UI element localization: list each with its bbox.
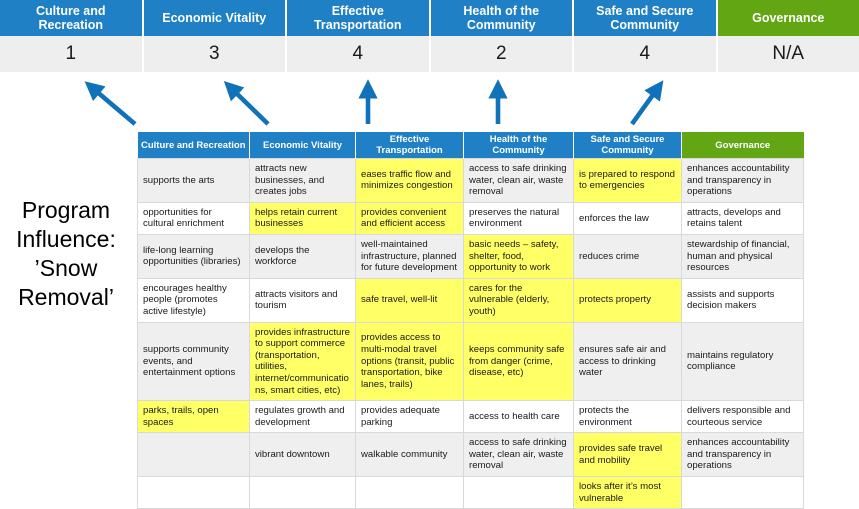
- matrix-cell: develops the workforce: [250, 234, 356, 278]
- matrix-cell: assists and supports decision makers: [682, 278, 804, 322]
- matrix-cell: provides safe travel and mobility: [574, 433, 682, 477]
- matrix-cell: stewardship of financial, human and phys…: [682, 234, 804, 278]
- arrow-up-left-2: [228, 85, 268, 124]
- matrix-header-governance[interactable]: Governance: [682, 132, 804, 159]
- matrix-cell: access to health care: [464, 401, 574, 433]
- matrix-cell: protects the environment: [574, 401, 682, 433]
- caption-line-4: Removal’: [2, 283, 130, 312]
- scorecard-header-label: Safe and Secure Community: [577, 4, 713, 32]
- matrix-cell: basic needs – safety, shelter, food, opp…: [464, 234, 574, 278]
- matrix-cell: reduces crime: [574, 234, 682, 278]
- arrow-group: [0, 72, 859, 134]
- matrix-cell: encourages healthy people (promotes acti…: [138, 278, 250, 322]
- matrix-cell: safe travel, well-lit: [356, 278, 464, 322]
- matrix-cell: parks, trails, open spaces: [138, 401, 250, 433]
- matrix-header-safe-and-secure-community[interactable]: Safe and Secure Community: [574, 132, 682, 159]
- matrix-header-economic-vitality[interactable]: Economic Vitality: [250, 132, 356, 159]
- scorecard-header-label: Health of the Community: [434, 4, 570, 32]
- table-row: looks after it’s most vulnerable: [138, 477, 804, 509]
- matrix-cell: access to safe drinking water, clean air…: [464, 159, 574, 203]
- scorecard-value-row: 1 3 4 2 4 N/A: [0, 36, 859, 72]
- matrix-cell: provides access to multi-modal travel op…: [356, 322, 464, 401]
- matrix-cell: [138, 477, 250, 509]
- matrix-cell: vibrant downtown: [250, 433, 356, 477]
- scorecard-value-safe-and-secure-community: 4: [574, 36, 718, 72]
- matrix-cell: access to safe drinking water, clean air…: [464, 433, 574, 477]
- matrix-header-culture-and-recreation[interactable]: Culture and Recreation: [138, 132, 250, 159]
- caption-line-1: Program: [2, 196, 130, 225]
- scorecard-header-label: Effective Transportation: [290, 4, 426, 32]
- matrix-cell: enforces the law: [574, 202, 682, 234]
- matrix-cell: opportunities for cultural enrichment: [138, 202, 250, 234]
- table-row: encourages healthy people (promotes acti…: [138, 278, 804, 322]
- scorecard-header-row: Culture and Recreation Economic Vitality…: [0, 0, 859, 36]
- matrix-cell: regulates growth and development: [250, 401, 356, 433]
- arrow-up-right-5: [632, 85, 660, 124]
- caption-line-3: ’Snow: [2, 254, 130, 283]
- matrix-header-health-of-the-community[interactable]: Health of the Community: [464, 132, 574, 159]
- matrix-cell: eases traffic flow and minimizes congest…: [356, 159, 464, 203]
- matrix-cell: keeps community safe from danger (crime,…: [464, 322, 574, 401]
- matrix-cell: walkable community: [356, 433, 464, 477]
- scorecard-value-culture-and-recreation: 1: [0, 36, 144, 72]
- scorecard-header-culture-and-recreation[interactable]: Culture and Recreation: [0, 0, 144, 36]
- matrix-cell: enhances accountability and transparency…: [682, 159, 804, 203]
- scorecard-header-label: Culture and Recreation: [3, 4, 139, 32]
- matrix-cell: delivers responsible and courteous servi…: [682, 401, 804, 433]
- table-row: supports community events, and entertain…: [138, 322, 804, 401]
- scorecard-header-governance[interactable]: Governance: [718, 0, 859, 36]
- matrix-cell: life-long learning opportunities (librar…: [138, 234, 250, 278]
- program-influence-caption: Program Influence: ’Snow Removal’: [2, 196, 130, 312]
- scorecard-header-health-of-the-community[interactable]: Health of the Community: [431, 0, 575, 36]
- matrix-cell: [138, 433, 250, 477]
- matrix-header-row: Culture and Recreation Economic Vitality…: [138, 132, 804, 159]
- scorecard-header-label: Economic Vitality: [162, 11, 266, 25]
- matrix-cell: [682, 477, 804, 509]
- matrix-cell: enhances accountability and transparency…: [682, 433, 804, 477]
- matrix-cell: attracts new businesses, and creates job…: [250, 159, 356, 203]
- matrix-cell: supports the arts: [138, 159, 250, 203]
- matrix-cell: provides adequate parking: [356, 401, 464, 433]
- matrix-cell: cares for the vulnerable (elderly, youth…: [464, 278, 574, 322]
- matrix-cell: [464, 477, 574, 509]
- matrix-cell: is prepared to respond to emergencies: [574, 159, 682, 203]
- matrix-cell: protects property: [574, 278, 682, 322]
- scorecard-strip: Culture and Recreation Economic Vitality…: [0, 0, 859, 72]
- matrix-cell: looks after it’s most vulnerable: [574, 477, 682, 509]
- scorecard-header-safe-and-secure-community[interactable]: Safe and Secure Community: [574, 0, 718, 36]
- matrix-cell: supports community events, and entertain…: [138, 322, 250, 401]
- outcome-matrix: Culture and Recreation Economic Vitality…: [137, 132, 803, 509]
- matrix-cell: helps retain current businesses: [250, 202, 356, 234]
- arrow-up-left-1: [89, 85, 135, 124]
- matrix-cell: ensures safe air and access to drinking …: [574, 322, 682, 401]
- scorecard-value-health-of-the-community: 2: [431, 36, 575, 72]
- matrix-cell: preserves the natural environment: [464, 202, 574, 234]
- matrix-cell: [250, 477, 356, 509]
- matrix-header-effective-transportation[interactable]: Effective Transportation: [356, 132, 464, 159]
- matrix-cell: well-maintained infrastructure, planned …: [356, 234, 464, 278]
- scorecard-header-label: Governance: [752, 11, 824, 25]
- outcome-matrix-table: Culture and Recreation Economic Vitality…: [137, 132, 804, 509]
- matrix-cell: [356, 477, 464, 509]
- matrix-cell: maintains regulatory compliance: [682, 322, 804, 401]
- matrix-cell: attracts visitors and tourism: [250, 278, 356, 322]
- scorecard-value-economic-vitality: 3: [144, 36, 288, 72]
- scorecard-header-economic-vitality[interactable]: Economic Vitality: [144, 0, 288, 36]
- caption-line-2: Influence:: [2, 225, 130, 254]
- table-row: life-long learning opportunities (librar…: [138, 234, 804, 278]
- matrix-cell: provides convenient and efficient access: [356, 202, 464, 234]
- scorecard-value-effective-transportation: 4: [287, 36, 431, 72]
- scorecard-header-effective-transportation[interactable]: Effective Transportation: [287, 0, 431, 36]
- scorecard-value-governance: N/A: [718, 36, 859, 72]
- matrix-cell: provides infrastructure to support comme…: [250, 322, 356, 401]
- matrix-cell: attracts, develops and retains talent: [682, 202, 804, 234]
